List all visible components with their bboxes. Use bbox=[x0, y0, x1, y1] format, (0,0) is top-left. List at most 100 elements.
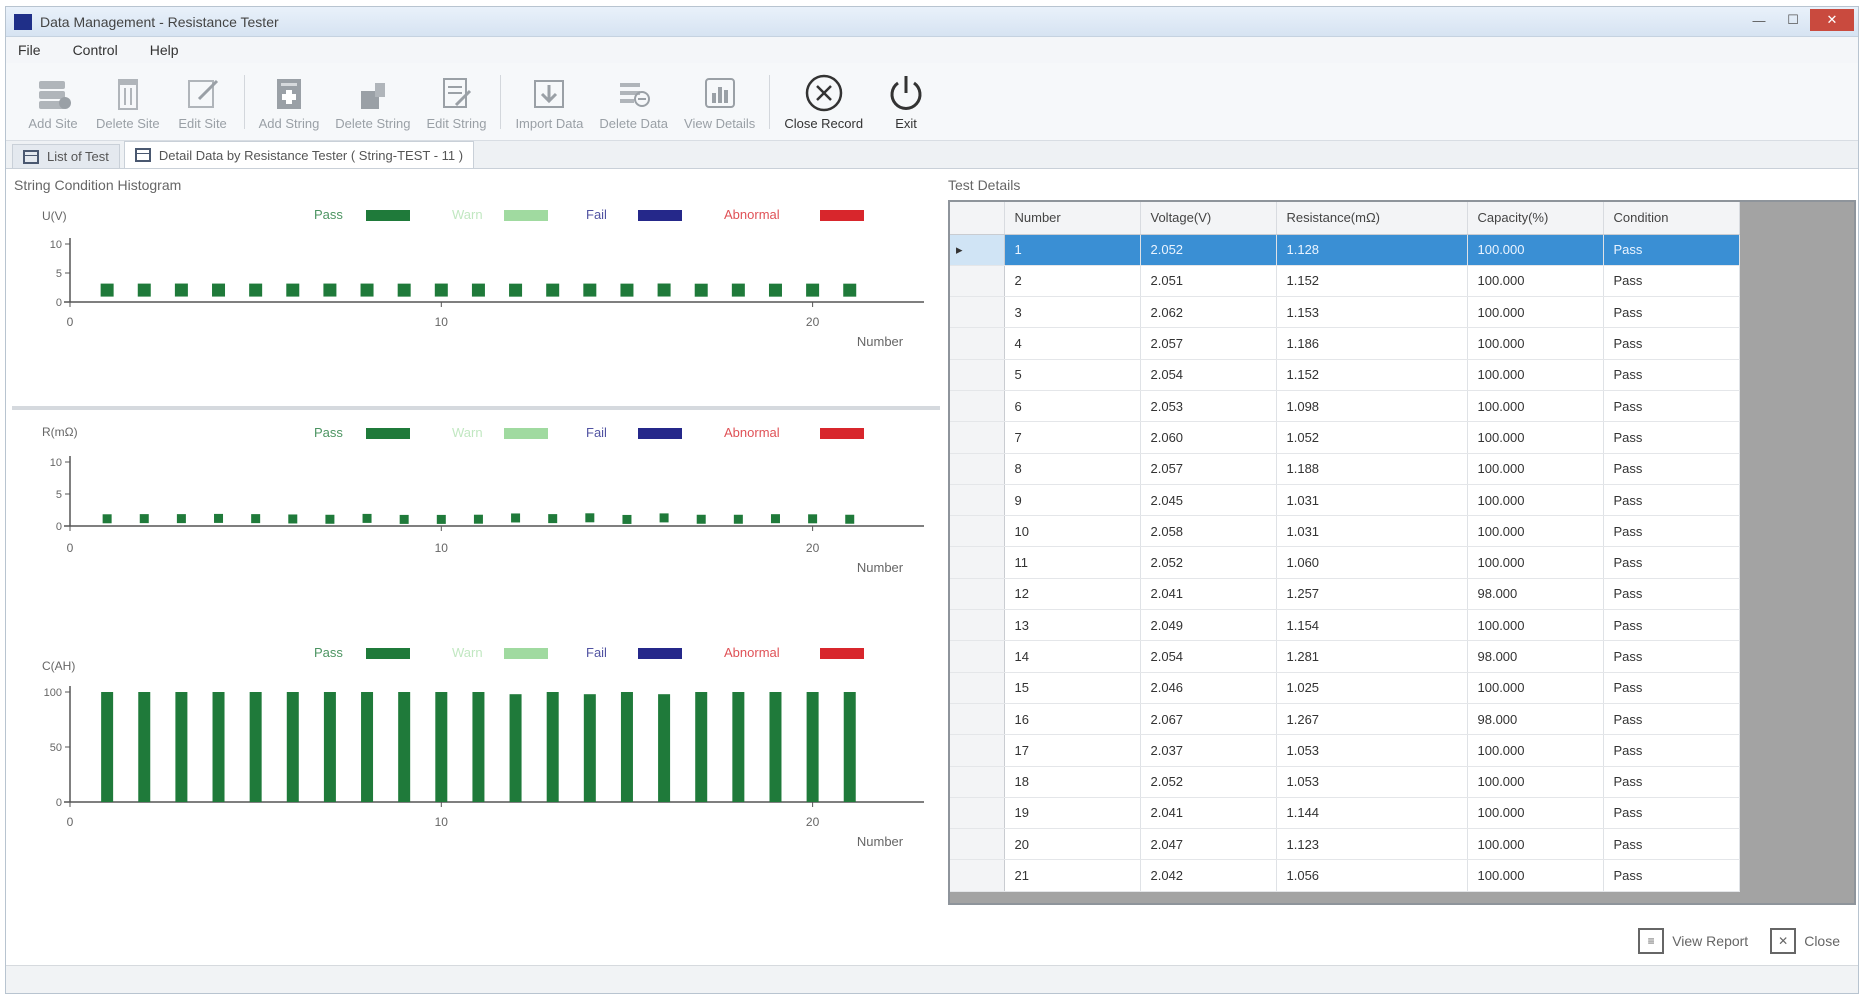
column-header-capacity[interactable]: Capacity(%) bbox=[1467, 202, 1604, 235]
cell-voltage[interactable]: 2.051 bbox=[1140, 265, 1277, 298]
cell-capacity[interactable]: 100.000 bbox=[1467, 859, 1604, 892]
cell-voltage[interactable]: 2.060 bbox=[1140, 421, 1277, 454]
cell-capacity[interactable]: 100.000 bbox=[1467, 734, 1604, 767]
cell-number[interactable]: 13 bbox=[1004, 609, 1141, 642]
cell-condition[interactable]: Pass bbox=[1603, 265, 1740, 298]
table-row[interactable]: 19 2.041 1.144 100.000 Pass bbox=[950, 797, 1740, 830]
table-row[interactable]: 9 2.045 1.031 100.000 Pass bbox=[950, 484, 1740, 517]
add-string-button[interactable]: Add String bbox=[251, 67, 328, 137]
cell-capacity[interactable]: 98.000 bbox=[1467, 578, 1604, 611]
cell-resistance[interactable]: 1.031 bbox=[1276, 515, 1468, 548]
cell-condition[interactable]: Pass bbox=[1603, 828, 1740, 861]
row-header-cell[interactable] bbox=[950, 578, 1005, 611]
table-row[interactable]: 6 2.053 1.098 100.000 Pass bbox=[950, 390, 1740, 423]
cell-resistance[interactable]: 1.186 bbox=[1276, 327, 1468, 360]
cell-capacity[interactable]: 100.000 bbox=[1467, 296, 1604, 329]
cell-resistance[interactable]: 1.152 bbox=[1276, 265, 1468, 298]
cell-number[interactable]: 14 bbox=[1004, 640, 1141, 673]
cell-resistance[interactable]: 1.153 bbox=[1276, 296, 1468, 329]
cell-capacity[interactable]: 100.000 bbox=[1467, 484, 1604, 517]
close-window-button[interactable]: ✕ bbox=[1810, 9, 1854, 31]
row-header-cell[interactable] bbox=[950, 453, 1005, 485]
cell-resistance[interactable]: 1.052 bbox=[1276, 421, 1468, 454]
cell-condition[interactable]: Pass bbox=[1603, 703, 1740, 736]
cell-condition[interactable]: Pass bbox=[1603, 578, 1740, 611]
row-header-cell[interactable] bbox=[950, 265, 1005, 298]
cell-capacity[interactable]: 98.000 bbox=[1467, 703, 1604, 736]
cell-voltage[interactable]: 2.052 bbox=[1140, 766, 1277, 798]
cell-capacity[interactable]: 100.000 bbox=[1467, 390, 1604, 423]
view-details-button[interactable]: View Details bbox=[676, 67, 763, 137]
cell-number[interactable]: 6 bbox=[1004, 390, 1141, 423]
close-button[interactable]: ✕ Close bbox=[1770, 928, 1840, 954]
cell-capacity[interactable]: 100.000 bbox=[1467, 327, 1604, 360]
cell-voltage[interactable]: 2.042 bbox=[1140, 859, 1277, 892]
cell-number[interactable]: 11 bbox=[1004, 546, 1141, 579]
row-header-cell[interactable] bbox=[950, 515, 1005, 548]
cell-condition[interactable]: Pass bbox=[1603, 640, 1740, 673]
table-row[interactable]: 11 2.052 1.060 100.000 Pass bbox=[950, 546, 1740, 579]
cell-resistance[interactable]: 1.188 bbox=[1276, 453, 1468, 485]
cell-voltage[interactable]: 2.046 bbox=[1140, 672, 1277, 704]
import-data-button[interactable]: Import Data bbox=[507, 67, 591, 137]
cell-resistance[interactable]: 1.053 bbox=[1276, 766, 1468, 798]
row-header-cell[interactable] bbox=[950, 766, 1005, 798]
maximize-button[interactable]: ☐ bbox=[1787, 12, 1799, 27]
table-row[interactable]: 8 2.057 1.188 100.000 Pass bbox=[950, 453, 1740, 485]
cell-voltage[interactable]: 2.052 bbox=[1140, 546, 1277, 579]
row-header-cell[interactable] bbox=[950, 359, 1005, 391]
tab-detail-data[interactable]: Detail Data by Resistance Tester ( Strin… bbox=[123, 141, 475, 168]
delete-string-button[interactable]: Delete String bbox=[327, 67, 418, 137]
cell-resistance[interactable]: 1.152 bbox=[1276, 359, 1468, 391]
add-site-button[interactable]: Add Site bbox=[18, 67, 88, 137]
cell-condition[interactable]: Pass bbox=[1603, 734, 1740, 767]
cell-capacity[interactable]: 100.000 bbox=[1467, 797, 1604, 830]
exit-button[interactable]: Exit bbox=[871, 67, 941, 137]
cell-number[interactable]: 10 bbox=[1004, 515, 1141, 548]
cell-number[interactable]: 7 bbox=[1004, 421, 1141, 454]
cell-number[interactable]: 4 bbox=[1004, 327, 1141, 360]
table-row[interactable]: ▸ 1 2.052 1.128 100.000 Pass bbox=[950, 234, 1740, 266]
table-row[interactable]: 18 2.052 1.053 100.000 Pass bbox=[950, 766, 1740, 798]
cell-condition[interactable]: Pass bbox=[1603, 515, 1740, 548]
menu-control[interactable]: Control bbox=[72, 42, 118, 58]
row-header-cell[interactable] bbox=[950, 859, 1005, 892]
cell-capacity[interactable]: 100.000 bbox=[1467, 265, 1604, 298]
cell-capacity[interactable]: 100.000 bbox=[1467, 234, 1604, 266]
table-row[interactable]: 10 2.058 1.031 100.000 Pass bbox=[950, 515, 1740, 548]
cell-capacity[interactable]: 100.000 bbox=[1467, 609, 1604, 642]
cell-condition[interactable]: Pass bbox=[1603, 609, 1740, 642]
table-row[interactable]: 5 2.054 1.152 100.000 Pass bbox=[950, 359, 1740, 391]
row-header-cell[interactable] bbox=[950, 421, 1005, 454]
close-record-button[interactable]: Close Record bbox=[776, 67, 871, 137]
cell-capacity[interactable]: 100.000 bbox=[1467, 828, 1604, 861]
cell-condition[interactable]: Pass bbox=[1603, 421, 1740, 454]
cell-resistance[interactable]: 1.281 bbox=[1276, 640, 1468, 673]
column-header-number[interactable]: Number bbox=[1004, 202, 1141, 235]
cell-number[interactable]: 5 bbox=[1004, 359, 1141, 391]
cell-voltage[interactable]: 2.067 bbox=[1140, 703, 1277, 736]
cell-voltage[interactable]: 2.045 bbox=[1140, 484, 1277, 517]
cell-number[interactable]: 19 bbox=[1004, 797, 1141, 830]
cell-resistance[interactable]: 1.267 bbox=[1276, 703, 1468, 736]
cell-voltage[interactable]: 2.058 bbox=[1140, 515, 1277, 548]
row-header-cell[interactable] bbox=[950, 327, 1005, 360]
edit-string-button[interactable]: Edit String bbox=[418, 67, 494, 137]
cell-number[interactable]: 3 bbox=[1004, 296, 1141, 329]
table-row[interactable]: 14 2.054 1.281 98.000 Pass bbox=[950, 640, 1740, 673]
cell-number[interactable]: 9 bbox=[1004, 484, 1141, 517]
cell-resistance[interactable]: 1.056 bbox=[1276, 859, 1468, 892]
cell-resistance[interactable]: 1.098 bbox=[1276, 390, 1468, 423]
cell-resistance[interactable]: 1.257 bbox=[1276, 578, 1468, 611]
table-row[interactable]: 20 2.047 1.123 100.000 Pass bbox=[950, 828, 1740, 861]
cell-capacity[interactable]: 100.000 bbox=[1467, 546, 1604, 579]
view-report-button[interactable]: ≡ View Report bbox=[1638, 928, 1748, 954]
row-header-cell[interactable] bbox=[950, 672, 1005, 704]
cell-condition[interactable]: Pass bbox=[1603, 766, 1740, 798]
cell-condition[interactable]: Pass bbox=[1603, 672, 1740, 704]
table-row[interactable]: 2 2.051 1.152 100.000 Pass bbox=[950, 265, 1740, 298]
cell-voltage[interactable]: 2.054 bbox=[1140, 640, 1277, 673]
cell-capacity[interactable]: 100.000 bbox=[1467, 672, 1604, 704]
cell-resistance[interactable]: 1.053 bbox=[1276, 734, 1468, 767]
cell-resistance[interactable]: 1.060 bbox=[1276, 546, 1468, 579]
